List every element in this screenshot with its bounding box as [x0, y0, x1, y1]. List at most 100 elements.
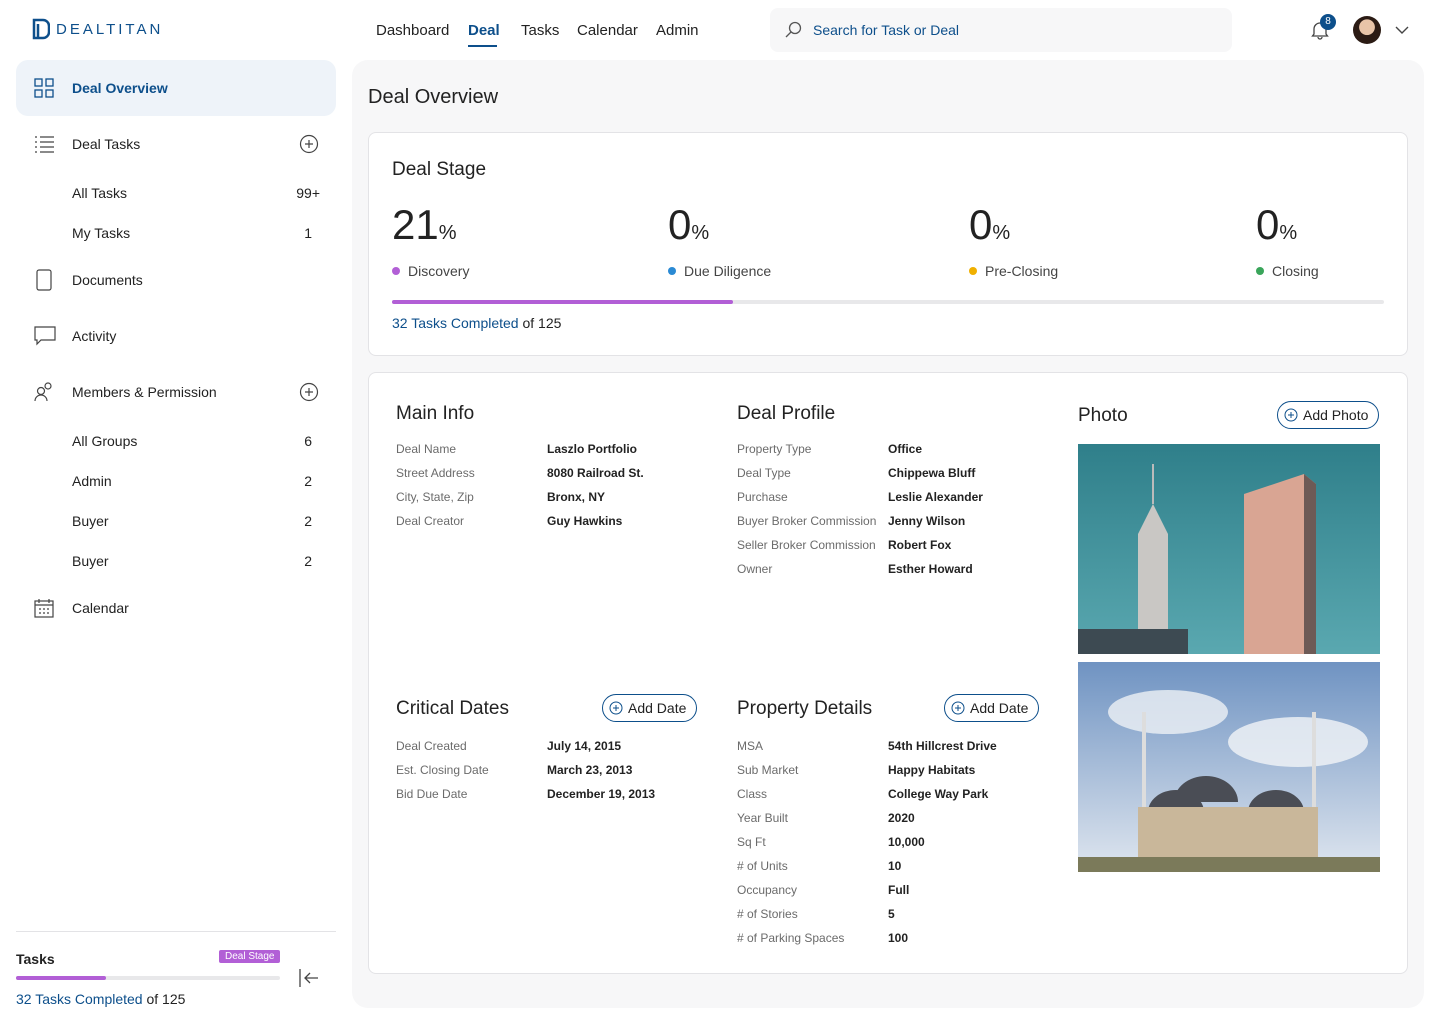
side-sub-label[interactable]: My Tasks	[72, 225, 131, 241]
side-item[interactable]: Documents	[16, 258, 336, 302]
avatar-chevron[interactable]	[1395, 25, 1409, 35]
progress-fill	[392, 300, 734, 304]
stage-dot	[668, 267, 676, 275]
field-label: Street Address	[396, 466, 475, 480]
field-label: Deal Created	[396, 739, 467, 753]
search-placeholder: Search for Task or Deal	[813, 22, 960, 38]
stage-name: Due Diligence	[684, 263, 772, 279]
logo[interactable]: DEALTITAN	[32, 18, 163, 40]
stage-percent: 0%	[668, 199, 771, 259]
button-label: Add Date	[970, 700, 1029, 716]
progress-track	[16, 976, 280, 980]
button-label: Add Date	[628, 700, 687, 716]
field-value: Leslie Alexander	[888, 490, 983, 504]
total: of 125	[522, 315, 562, 331]
stage-label: Closing	[1256, 263, 1319, 279]
field-value: 8080 Railroad St.	[547, 466, 644, 480]
side-sub-label[interactable]: All Groups	[72, 433, 138, 449]
side-item[interactable]: Activity	[16, 314, 336, 358]
side-sub-label[interactable]: All Tasks	[72, 185, 127, 201]
side-item[interactable]: Calendar	[16, 586, 336, 630]
percent-unit: %	[1279, 222, 1298, 244]
side-item[interactable]: Members & Permission	[16, 370, 336, 414]
page-title: Deal Overview	[368, 86, 499, 108]
field-label: # of Parking Spaces	[737, 931, 845, 945]
field-value: 54th Hillcrest Drive	[888, 739, 997, 753]
field-value: Bronx, NY	[547, 490, 606, 504]
side-count: 6	[304, 433, 312, 449]
side-label: Activity	[72, 328, 117, 344]
field-value: Robert Fox	[888, 538, 952, 552]
field-value: Office	[888, 442, 923, 456]
field-label: Property Type	[737, 442, 812, 456]
field-label: Class	[737, 787, 768, 801]
stage-percent: 21%	[392, 199, 469, 259]
completed: 32 Tasks Completed	[16, 991, 143, 1007]
side-label: Deal Tasks	[72, 136, 141, 152]
side-sub-label[interactable]: Admin	[72, 473, 112, 489]
field-value: March 23, 2013	[547, 763, 633, 777]
field-label: Occupancy	[737, 883, 798, 897]
field-label: Bid Due Date	[396, 787, 468, 801]
field-label: Buyer Broker Commission	[737, 514, 877, 528]
nav-link[interactable]: Tasks	[521, 22, 560, 39]
add-photo-button[interactable]: Add Photo	[1277, 401, 1380, 429]
nav-link[interactable]: Admin	[656, 22, 699, 39]
field-value: Chippewa Bluff	[888, 466, 976, 480]
add-icon[interactable]	[299, 134, 319, 154]
avatar[interactable]	[1353, 16, 1381, 44]
field-label: Sub Market	[737, 763, 799, 777]
stage-dot	[969, 267, 977, 275]
stage-dot	[1256, 267, 1264, 275]
side-label: Deal Overview	[72, 80, 168, 96]
side-item[interactable]: Deal Tasks	[16, 122, 336, 166]
logo-text: DEALTITAN	[56, 20, 164, 38]
field-label: Deal Creator	[396, 514, 465, 528]
stage-percent: 0%	[969, 199, 1058, 259]
section-title: Critical Dates	[396, 698, 509, 719]
completed: 32 Tasks Completed	[392, 315, 519, 331]
add-icon[interactable]	[299, 382, 319, 402]
stage: 21% Discovery	[392, 199, 469, 279]
field-value: Full	[888, 883, 910, 897]
nav-link[interactable]: Dashboard	[376, 22, 450, 39]
stage-progress: 32 Tasks Completed of 125	[392, 315, 561, 331]
field-value: 10,000	[888, 835, 925, 849]
nav-link[interactable]: Calendar	[577, 22, 638, 39]
side-sub-label[interactable]: Buyer	[72, 513, 109, 529]
field-value: July 14, 2015	[547, 739, 622, 753]
search-box[interactable]: Search for Task or Deal	[770, 8, 1232, 52]
footer-progress: 32 Tasks Completed of 125	[16, 991, 185, 1007]
card-title: Deal Stage	[392, 159, 487, 180]
side-sub-label[interactable]: Buyer	[72, 553, 109, 569]
divider	[16, 931, 336, 932]
field-label: MSA	[737, 739, 764, 753]
deal-stage-card: Deal Stage 21% Discovery 0% Due Diligence 0%…	[368, 132, 1408, 356]
field-value: Esther Howard	[888, 562, 973, 576]
nav-link[interactable]: Deal	[468, 22, 500, 39]
percent-unit: %	[691, 222, 710, 244]
footer-badge: Deal Stage	[219, 950, 281, 963]
stage: 0% Pre-Closing	[969, 199, 1058, 279]
photo[interactable]	[1078, 662, 1380, 872]
field-label: # of Units	[737, 859, 788, 873]
field-value: 5	[888, 907, 895, 921]
photo[interactable]	[1078, 444, 1380, 654]
section-title: Photo	[1078, 405, 1128, 426]
add-date-button[interactable]: Add Date	[602, 694, 698, 722]
progress-track	[392, 300, 1384, 304]
side-count: 99+	[296, 185, 320, 201]
stage-name: Pre-Closing	[985, 263, 1059, 279]
nav-underline	[468, 45, 497, 47]
side-count: 2	[304, 513, 312, 529]
footer-title: Tasks	[16, 951, 55, 967]
side-item-active[interactable]: Deal Overview	[16, 60, 336, 116]
percent-value: 0	[969, 201, 993, 248]
notifications[interactable]: 8	[1310, 14, 1336, 45]
field-label: Purchase	[737, 490, 788, 504]
details-card: Main Info Deal Name Laszlo Portfolio Stree…	[368, 372, 1408, 974]
collapse-icon[interactable]	[298, 968, 320, 988]
add-date-button[interactable]: Add Date	[944, 694, 1040, 722]
section-title: Deal Profile	[737, 403, 836, 424]
field-value: Happy Habitats	[888, 763, 976, 777]
